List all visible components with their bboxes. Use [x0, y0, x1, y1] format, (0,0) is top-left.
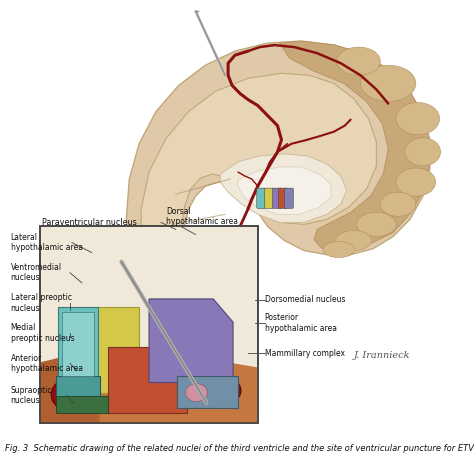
- Text: Posterior
hypothalamic area: Posterior hypothalamic area: [264, 314, 337, 333]
- FancyBboxPatch shape: [279, 188, 287, 208]
- Polygon shape: [56, 396, 108, 413]
- Ellipse shape: [356, 213, 396, 236]
- FancyBboxPatch shape: [264, 188, 273, 208]
- Ellipse shape: [405, 138, 441, 166]
- FancyBboxPatch shape: [284, 188, 293, 208]
- Text: Fig. 3  Schematic drawing of the related nuclei of the third ventricle and the s: Fig. 3 Schematic drawing of the related …: [5, 444, 474, 453]
- FancyBboxPatch shape: [257, 188, 265, 208]
- Polygon shape: [220, 154, 346, 223]
- Ellipse shape: [125, 396, 143, 410]
- Polygon shape: [149, 299, 233, 383]
- Polygon shape: [280, 41, 430, 253]
- Polygon shape: [141, 73, 376, 325]
- Polygon shape: [108, 347, 187, 413]
- FancyBboxPatch shape: [40, 226, 258, 423]
- Text: Anterior
hypothalamic area: Anterior hypothalamic area: [11, 354, 82, 373]
- Text: J. Irannieck: J. Irannieck: [354, 351, 410, 360]
- Ellipse shape: [361, 65, 416, 101]
- Polygon shape: [126, 41, 430, 331]
- Polygon shape: [58, 307, 98, 383]
- Text: Lateral preoptic
nucleus: Lateral preoptic nucleus: [11, 293, 72, 313]
- Ellipse shape: [336, 230, 372, 250]
- Text: Lateral
hypothalamic area: Lateral hypothalamic area: [11, 233, 82, 252]
- Polygon shape: [56, 376, 100, 398]
- Ellipse shape: [51, 378, 89, 411]
- Polygon shape: [177, 376, 238, 408]
- Polygon shape: [40, 347, 258, 423]
- Text: Paraventricular nucleus: Paraventricular nucleus: [42, 218, 137, 227]
- Polygon shape: [62, 312, 94, 376]
- FancyBboxPatch shape: [273, 188, 282, 208]
- Text: Ventromedial
nucleus: Ventromedial nucleus: [11, 263, 62, 282]
- Text: Medial
preoptic nucleus: Medial preoptic nucleus: [11, 324, 74, 343]
- Ellipse shape: [396, 168, 436, 196]
- Ellipse shape: [396, 102, 439, 135]
- Ellipse shape: [323, 241, 355, 258]
- Polygon shape: [95, 307, 139, 393]
- Text: Mammillary complex: Mammillary complex: [264, 349, 345, 358]
- Ellipse shape: [380, 192, 416, 216]
- Text: Supraoptic
nucleus: Supraoptic nucleus: [11, 386, 52, 405]
- Ellipse shape: [186, 383, 207, 402]
- Polygon shape: [40, 347, 100, 423]
- Polygon shape: [238, 167, 331, 214]
- Text: Dorsomedial nucleus: Dorsomedial nucleus: [264, 295, 345, 304]
- Ellipse shape: [59, 386, 77, 400]
- Ellipse shape: [337, 47, 380, 75]
- Ellipse shape: [211, 378, 241, 403]
- Text: Dorsal
hypothalamic area: Dorsal hypothalamic area: [166, 207, 238, 226]
